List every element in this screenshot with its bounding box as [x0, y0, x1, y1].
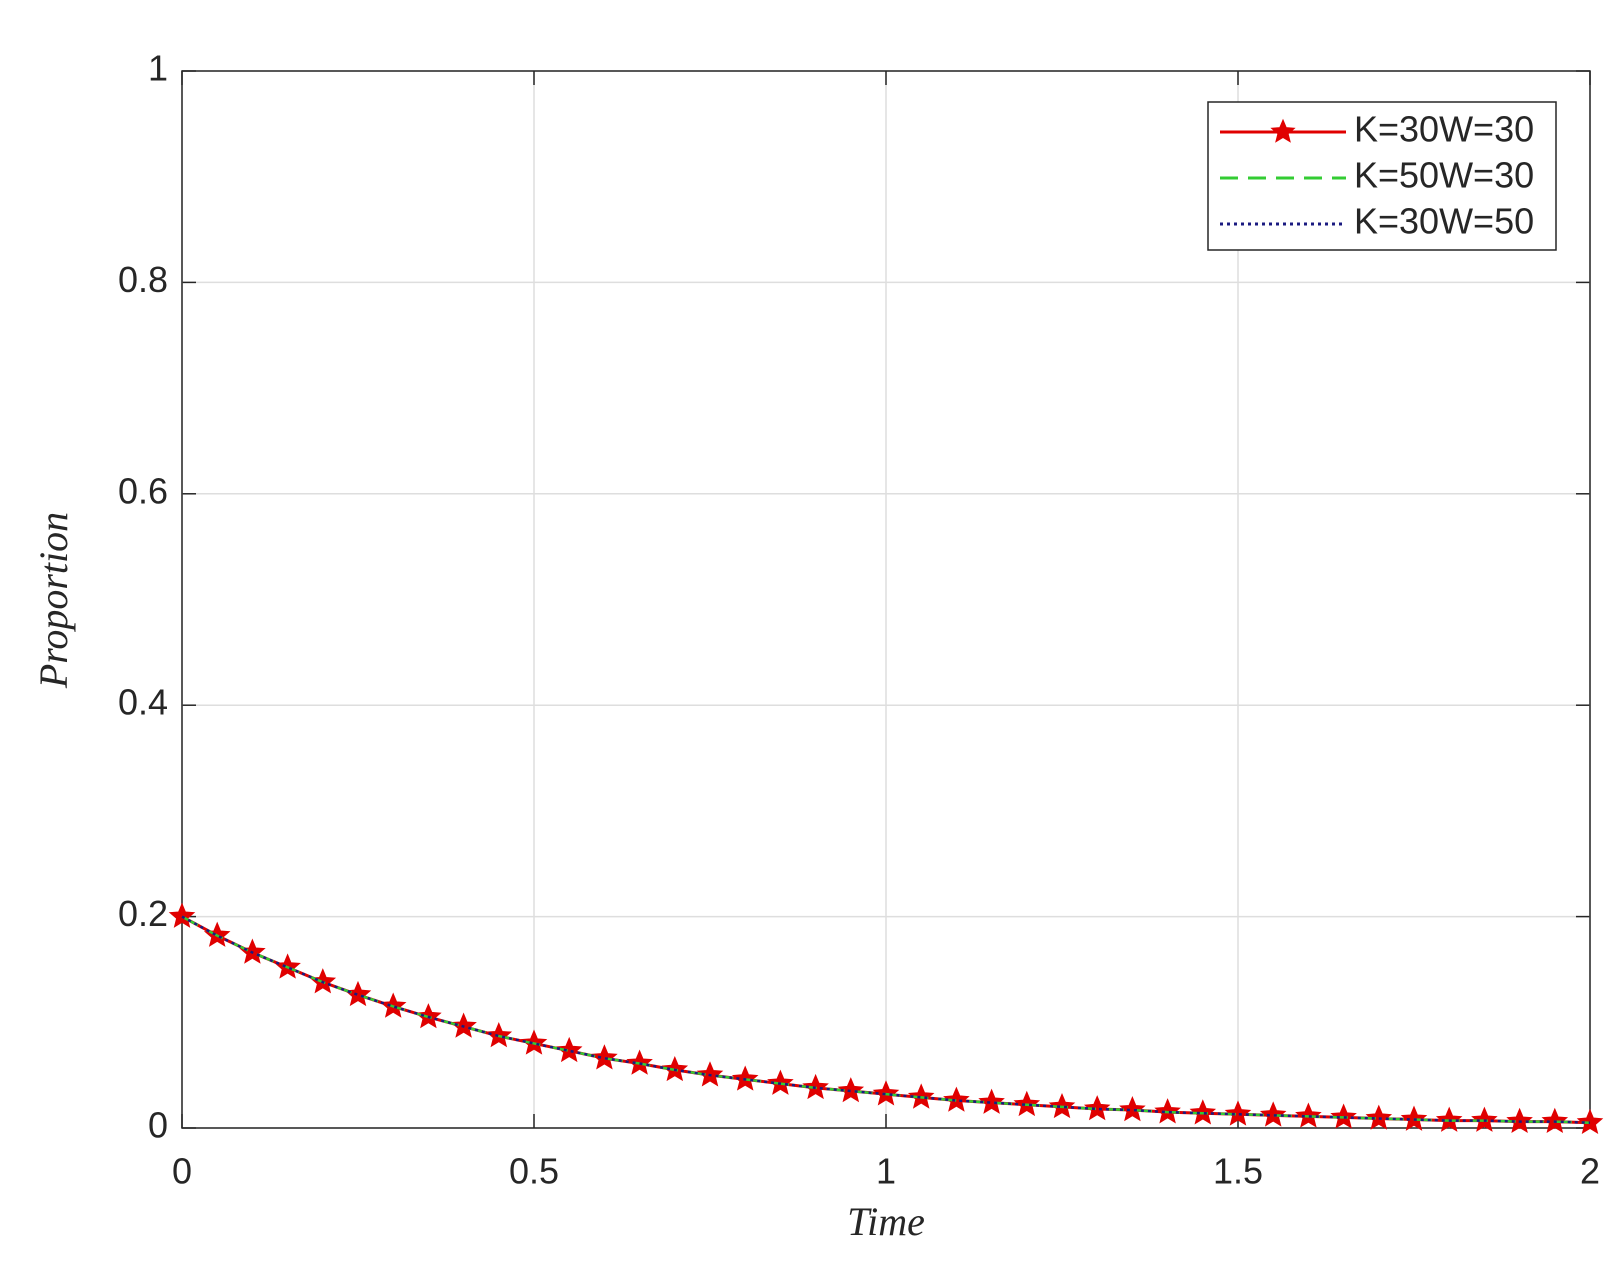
x-tick-label: 0.5 [509, 1151, 559, 1192]
data-point [1259, 1101, 1287, 1127]
series-line [181, 915, 1591, 1124]
plot-frame [181, 70, 1591, 1129]
data-point [943, 1086, 970, 1112]
data-point [1224, 1100, 1252, 1126]
data-point [1119, 1096, 1146, 1122]
legend-label: K=30W=30 [1354, 109, 1534, 150]
data-point [1365, 1104, 1393, 1130]
y-axis-label: Proportion [31, 512, 76, 689]
data-point [591, 1044, 618, 1070]
data-point [978, 1088, 1005, 1114]
legend-label: K=30W=50 [1354, 201, 1534, 242]
y-tick-label: 0.4 [118, 682, 168, 723]
x-tick-label: 1 [876, 1151, 896, 1192]
y-tick-label: 0.6 [118, 470, 168, 511]
data-point [555, 1036, 583, 1063]
y-tick-label: 0.2 [118, 893, 168, 934]
data-point [837, 1077, 865, 1103]
data-point [1083, 1095, 1111, 1121]
y-tick-label: 1 [148, 48, 168, 89]
x-axis-label: Time [847, 1199, 925, 1244]
legend-label: K=50W=30 [1354, 155, 1534, 196]
x-tick-label: 2 [1580, 1151, 1600, 1192]
y-tick-label: 0.8 [118, 259, 168, 300]
y-tick-label: 0 [148, 1105, 168, 1146]
x-tick-label: 1.5 [1213, 1151, 1263, 1192]
legend-marker [1270, 118, 1296, 143]
legend-box [1207, 101, 1557, 251]
x-tick-label: 0 [172, 1151, 192, 1192]
legend: K=30W=30 K=50W=30 K=30W=50 [1207, 101, 1557, 251]
